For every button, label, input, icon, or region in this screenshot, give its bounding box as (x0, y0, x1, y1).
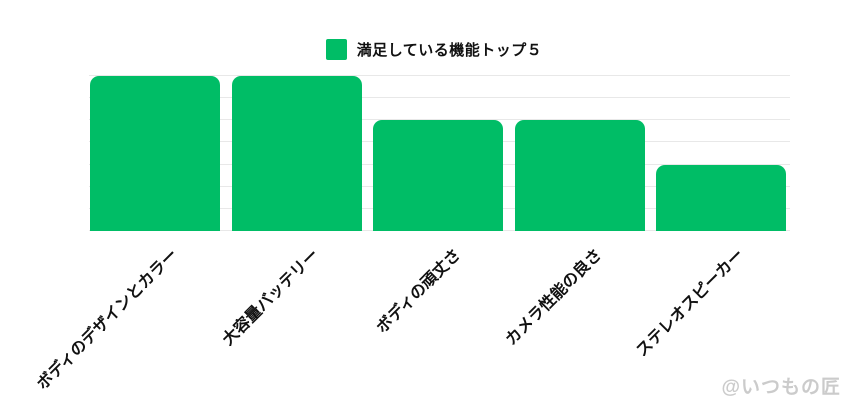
bar (373, 120, 503, 231)
watermark: @いつもの匠 (721, 377, 841, 398)
x-axis-labels: ボディのデザインとカラー 大容量バッテリー ボディの頑丈さ カメラ性能の良さ ステレオス… (34, 231, 790, 400)
gridline (89, 75, 790, 77)
x-axis-label: 大容量バッテリー (220, 246, 323, 349)
bar (90, 76, 220, 231)
legend-label: 満足している機能トップ５ (356, 42, 543, 59)
gridline (89, 97, 790, 99)
bar (231, 76, 362, 231)
chart-legend: 満足している機能トップ５ (12, 39, 844, 60)
x-axis-label: カメラ性能の良さ (503, 246, 606, 349)
x-axis-label: ボディのデザインとカラー (34, 246, 182, 394)
bar (656, 164, 786, 231)
gridline (89, 119, 790, 121)
bar (514, 120, 645, 231)
plot-area (89, 0, 790, 231)
x-axis-label: ステレオスピーカー (633, 246, 748, 361)
x-axis-label: ボディの頑丈さ (373, 246, 465, 337)
legend-swatch-icon (325, 39, 347, 60)
